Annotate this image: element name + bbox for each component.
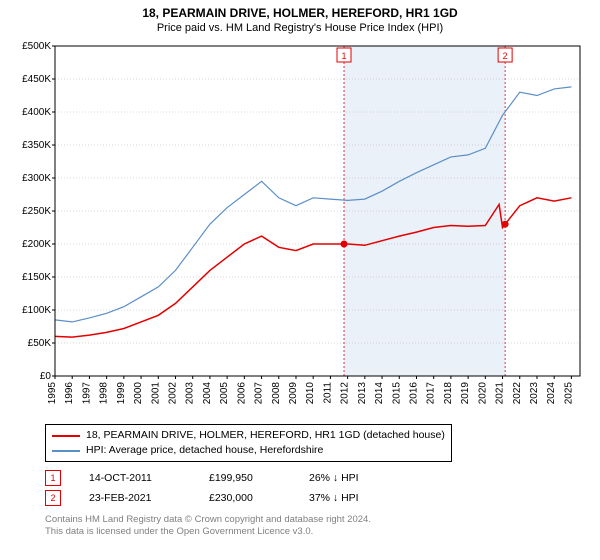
svg-text:2: 2 bbox=[503, 51, 508, 61]
svg-text:2020: 2020 bbox=[477, 382, 488, 405]
line-chart: £0 £50K £100K £150K £200K £250K £300K £350K £400… bbox=[10, 38, 590, 418]
legend-label-hpi: HPI: Average price, detached house, Here… bbox=[86, 443, 323, 458]
chart-area: £0 £50K £100K £150K £200K £250K £300K £350K £400… bbox=[10, 38, 590, 418]
svg-text:£400K: £400K bbox=[22, 107, 51, 118]
svg-text:£500K: £500K bbox=[22, 41, 51, 52]
legend-item-hpi: HPI: Average price, detached house, Here… bbox=[52, 443, 445, 458]
svg-text:1995: 1995 bbox=[47, 382, 58, 405]
svg-text:2008: 2008 bbox=[271, 382, 282, 405]
svg-text:£300K: £300K bbox=[22, 173, 51, 184]
legend: 18, PEARMAIN DRIVE, HOLMER, HEREFORD, HR… bbox=[45, 424, 452, 462]
table-row: 2 23-FEB-2021 £230,000 37% ↓ HPI bbox=[45, 490, 600, 506]
svg-text:2004: 2004 bbox=[202, 382, 213, 405]
svg-text:2010: 2010 bbox=[305, 382, 316, 405]
legend-label-property: 18, PEARMAIN DRIVE, HOLMER, HEREFORD, HR… bbox=[86, 428, 445, 443]
tx-date-2: 23-FEB-2021 bbox=[89, 492, 209, 504]
tx-marker-1: 1 bbox=[45, 470, 61, 486]
svg-text:£250K: £250K bbox=[22, 206, 51, 217]
svg-text:£50K: £50K bbox=[28, 338, 52, 349]
svg-text:2006: 2006 bbox=[236, 382, 247, 405]
svg-text:2013: 2013 bbox=[357, 382, 368, 405]
svg-text:1997: 1997 bbox=[81, 382, 92, 405]
page-title: 18, PEARMAIN DRIVE, HOLMER, HEREFORD, HR… bbox=[0, 0, 600, 20]
svg-text:£0: £0 bbox=[40, 371, 52, 382]
svg-text:2002: 2002 bbox=[167, 382, 178, 405]
svg-text:2022: 2022 bbox=[512, 382, 523, 405]
svg-text:2005: 2005 bbox=[219, 382, 230, 405]
footer-line2: This data is licensed under the Open Gov… bbox=[45, 526, 600, 538]
svg-text:2000: 2000 bbox=[133, 382, 144, 405]
svg-text:£200K: £200K bbox=[22, 239, 51, 250]
legend-item-property: 18, PEARMAIN DRIVE, HOLMER, HEREFORD, HR… bbox=[52, 428, 445, 443]
tx-diff-2: 37% ↓ HPI bbox=[309, 492, 429, 504]
tx-date-1: 14-OCT-2011 bbox=[89, 472, 209, 484]
svg-text:2003: 2003 bbox=[185, 382, 196, 405]
page-subtitle: Price paid vs. HM Land Registry's House … bbox=[0, 20, 600, 38]
tx-price-2: £230,000 bbox=[209, 492, 309, 504]
footer: Contains HM Land Registry data © Crown c… bbox=[45, 514, 600, 538]
svg-text:2007: 2007 bbox=[254, 382, 265, 405]
svg-text:£350K: £350K bbox=[22, 140, 51, 151]
svg-text:2021: 2021 bbox=[495, 382, 506, 405]
svg-text:2009: 2009 bbox=[288, 382, 299, 405]
svg-text:£450K: £450K bbox=[22, 74, 51, 85]
svg-text:£100K: £100K bbox=[22, 305, 51, 316]
svg-text:2023: 2023 bbox=[529, 382, 540, 405]
legend-swatch-property bbox=[52, 435, 80, 437]
svg-text:2017: 2017 bbox=[426, 382, 437, 405]
footer-line1: Contains HM Land Registry data © Crown c… bbox=[45, 514, 600, 526]
svg-text:2024: 2024 bbox=[546, 382, 557, 405]
legend-swatch-hpi bbox=[52, 450, 80, 452]
svg-text:2014: 2014 bbox=[374, 382, 385, 405]
svg-text:2016: 2016 bbox=[408, 382, 419, 405]
tx-diff-1: 26% ↓ HPI bbox=[309, 472, 429, 484]
svg-text:2001: 2001 bbox=[150, 382, 161, 405]
svg-text:1999: 1999 bbox=[116, 382, 127, 405]
tx-price-1: £199,950 bbox=[209, 472, 309, 484]
svg-text:2025: 2025 bbox=[563, 382, 574, 405]
svg-text:2019: 2019 bbox=[460, 382, 471, 405]
svg-text:2018: 2018 bbox=[443, 382, 454, 405]
svg-text:2011: 2011 bbox=[322, 382, 333, 404]
table-row: 1 14-OCT-2011 £199,950 26% ↓ HPI bbox=[45, 470, 600, 486]
svg-text:1998: 1998 bbox=[99, 382, 110, 405]
tx-marker-2: 2 bbox=[45, 490, 61, 506]
svg-text:2012: 2012 bbox=[340, 382, 351, 405]
svg-text:£150K: £150K bbox=[22, 272, 51, 283]
transaction-table: 1 14-OCT-2011 £199,950 26% ↓ HPI 2 23-FE… bbox=[45, 470, 600, 506]
svg-text:1: 1 bbox=[342, 51, 347, 61]
svg-text:1996: 1996 bbox=[64, 382, 75, 405]
svg-text:2015: 2015 bbox=[391, 382, 402, 405]
